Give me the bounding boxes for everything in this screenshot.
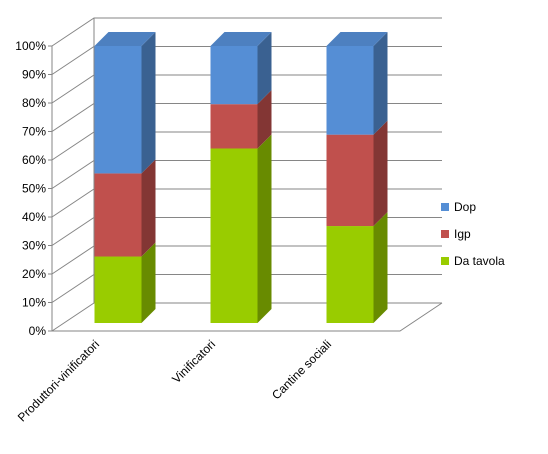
y-tick-label: 80% <box>22 96 46 110</box>
bar-top <box>210 32 272 46</box>
y-tick-label: 30% <box>22 239 46 253</box>
y-tick-label: 10% <box>22 296 46 310</box>
legend-label: Igp <box>454 226 471 241</box>
legend-item: Dop <box>441 193 541 220</box>
y-tick-label: 90% <box>22 68 46 82</box>
legend-swatch <box>441 256 449 265</box>
bar-segment-side <box>373 212 388 323</box>
bar-segment <box>326 46 374 135</box>
bar-segment <box>326 134 374 227</box>
floor-edge <box>52 302 443 332</box>
legend-swatch <box>441 229 449 238</box>
bar-segment <box>210 104 258 149</box>
legend-label: Dop <box>454 199 477 214</box>
legend-item: Igp <box>441 220 541 247</box>
bar-segment-side <box>141 32 156 174</box>
x-axis <box>52 302 443 332</box>
y-tick-label: 60% <box>22 153 46 167</box>
bar-top <box>94 32 156 46</box>
y-tick-label: 40% <box>22 210 46 224</box>
y-tick-label: 100% <box>15 39 46 53</box>
bars <box>94 32 388 323</box>
bar-segment-side <box>141 159 156 257</box>
bar-top <box>326 32 388 46</box>
legend-item: Da tavola <box>441 247 541 274</box>
y-tick-label: 70% <box>22 125 46 139</box>
bar-segment <box>94 173 142 257</box>
bar-segment-side <box>257 134 272 323</box>
bar-segment <box>94 46 142 174</box>
bar-segment-side <box>373 120 388 227</box>
y-tick-label: 50% <box>22 182 46 196</box>
legend-swatch <box>441 202 449 211</box>
bar-segment-side <box>257 90 272 149</box>
bar-segment <box>210 148 258 323</box>
y-tick-label: 0% <box>29 324 47 338</box>
bar-segment <box>210 46 258 105</box>
bar-segment-side <box>373 32 388 135</box>
x-tick-label: Cantine sociali <box>269 337 334 402</box>
bar-segment <box>326 226 374 323</box>
legend-label: Da tavola <box>454 253 505 268</box>
legend: Dop Igp Da tavola <box>441 193 541 274</box>
y-tick-label: 20% <box>22 267 46 281</box>
y-axis-ticks: 0% 10% 20% 30% 40% 50% 60% 70% 80% 90% 100% <box>15 39 52 338</box>
x-axis-labels: Produttori-vinificatori Vinificatori Canti… <box>15 337 334 424</box>
bar-segment <box>94 256 142 323</box>
x-tick-label: Produttori-vinificatori <box>15 337 102 424</box>
bar-segment-side <box>257 32 272 105</box>
x-tick-label: Vinificatori <box>169 337 218 386</box>
bar-segment-side <box>141 242 156 323</box>
